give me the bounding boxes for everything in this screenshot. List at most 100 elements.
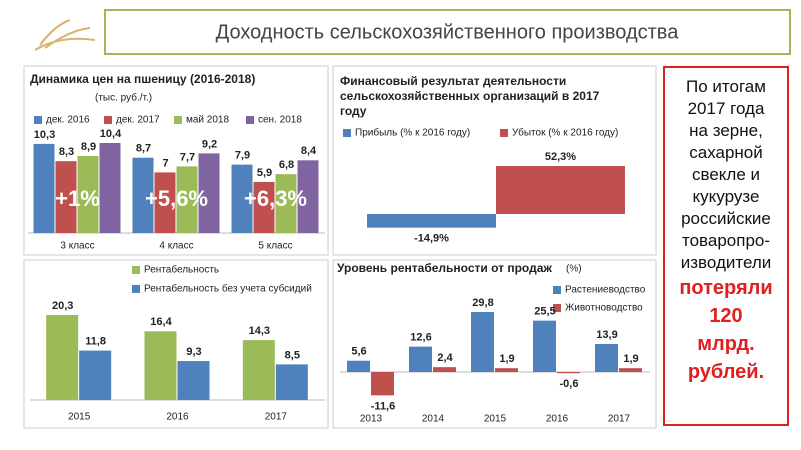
bar (46, 315, 79, 400)
title-box (104, 9, 791, 55)
wheat-icon (34, 19, 96, 51)
legend-swatch (132, 285, 140, 293)
value-label: 9,3 (186, 346, 201, 358)
summary-box: По итогам 2017 года на зерне, сахарной свекл… (663, 66, 789, 426)
bar (595, 344, 618, 372)
value-label: 11,8 (85, 335, 106, 347)
bar (275, 364, 308, 400)
bar (177, 361, 210, 400)
legend-swatch (34, 116, 42, 124)
bar (495, 368, 518, 372)
chart-title: Динамика цен на пшеницу (2016-2018) (30, 72, 255, 86)
panel (23, 65, 329, 256)
legend-swatch (132, 266, 140, 274)
bar (132, 157, 154, 233)
legend-swatch (500, 129, 508, 137)
value-label: 8,5 (285, 349, 300, 361)
value-label: 25,5 (534, 306, 555, 318)
x-tick-label: 3 класс (60, 241, 94, 252)
legend-label: дек. 2016 (46, 115, 90, 126)
chart-subtitle: (тыс. руб./т.) (95, 92, 152, 104)
legend-label: Рентабельность без учета субсидий (144, 283, 312, 295)
bar (471, 312, 494, 372)
x-tick-label: 2015 (484, 414, 507, 425)
note-highlight: млрд. (697, 333, 755, 355)
x-tick-label: 2013 (360, 414, 383, 425)
value-label: 7,9 (235, 150, 250, 162)
legend-swatch (553, 286, 561, 294)
value-label: 6,8 (279, 159, 294, 171)
bar (242, 340, 275, 400)
x-tick-label: 2015 (68, 412, 91, 423)
legend-label: Животноводство (565, 303, 643, 314)
note-highlight: 120 (709, 305, 743, 327)
value-label: 1,9 (623, 353, 638, 365)
value-label: 7,7 (180, 151, 195, 163)
note-line: 2017 года (687, 99, 765, 118)
legend-label: Прибыль (% к 2016 году) (355, 127, 470, 139)
value-label: 10,4 (100, 128, 122, 140)
legend-label: Рентабельность (144, 264, 219, 276)
note-line: на зерне, (689, 121, 763, 140)
annotation: +5,6% (145, 186, 208, 211)
bar (154, 172, 176, 233)
legend-swatch (343, 129, 351, 137)
value-label: -11,6 (371, 400, 395, 412)
note-line: российские (681, 209, 771, 228)
value-label: 20,3 (52, 300, 73, 312)
value-label: 14,3 (249, 325, 270, 337)
bar (198, 153, 220, 233)
x-tick-label: 5 класс (258, 241, 292, 252)
note-highlight: потеряли (679, 277, 773, 299)
legend-swatch (174, 116, 182, 124)
value-label: 8,9 (81, 141, 96, 153)
value-label: 13,9 (596, 329, 617, 341)
note-line: сахарной (689, 143, 763, 162)
value-label: -14,9% (414, 233, 449, 245)
annotation: +1% (55, 186, 100, 211)
note-line: товаропро- (681, 231, 771, 250)
panel (23, 259, 329, 429)
note-line: свекле и (691, 165, 761, 184)
note-line: изводители (680, 253, 772, 272)
bar (297, 160, 319, 233)
value-label: 10,3 (34, 129, 55, 141)
legend-label: Убыток (% к 2016 году) (512, 127, 618, 139)
chart-title: Финансовый результат деятельности сельско… (340, 74, 600, 118)
legend-label: сен. 2018 (258, 115, 302, 126)
bar (409, 346, 432, 372)
bar (231, 164, 253, 233)
value-label: 29,8 (472, 297, 493, 309)
value-label: 2,4 (437, 352, 453, 364)
value-label: 9,2 (202, 138, 217, 150)
value-label: 1,9 (499, 353, 514, 365)
legend-swatch (553, 304, 561, 312)
panel (332, 259, 657, 429)
value-label: 8,7 (136, 143, 151, 155)
bar (347, 360, 370, 372)
value-label: 5,6 (351, 346, 366, 358)
x-tick-label: 2014 (422, 414, 445, 425)
x-tick-label: 2017 (265, 412, 288, 423)
chart-title: Уровень рентабельности от продаж (337, 261, 552, 275)
bar (433, 367, 456, 372)
x-tick-label: 2016 (166, 412, 189, 423)
value-label: 12,6 (410, 332, 431, 344)
value-label: 16,4 (150, 316, 172, 328)
bar (99, 143, 121, 233)
legend-swatch (104, 116, 112, 124)
x-tick-label: 2016 (546, 414, 569, 425)
value-label: 7 (162, 157, 168, 169)
value-label: 8,3 (59, 146, 74, 158)
note-line: По итогам (686, 77, 766, 96)
value-label: 52,3% (545, 151, 576, 163)
bar (496, 166, 625, 214)
legend-label: май 2018 (186, 115, 229, 126)
slide-title: Доходность сельскохозяйственного произво… (216, 21, 680, 43)
bar (367, 214, 496, 228)
bar (557, 372, 580, 374)
bar (275, 174, 297, 233)
x-tick-label: 4 класс (159, 241, 193, 252)
